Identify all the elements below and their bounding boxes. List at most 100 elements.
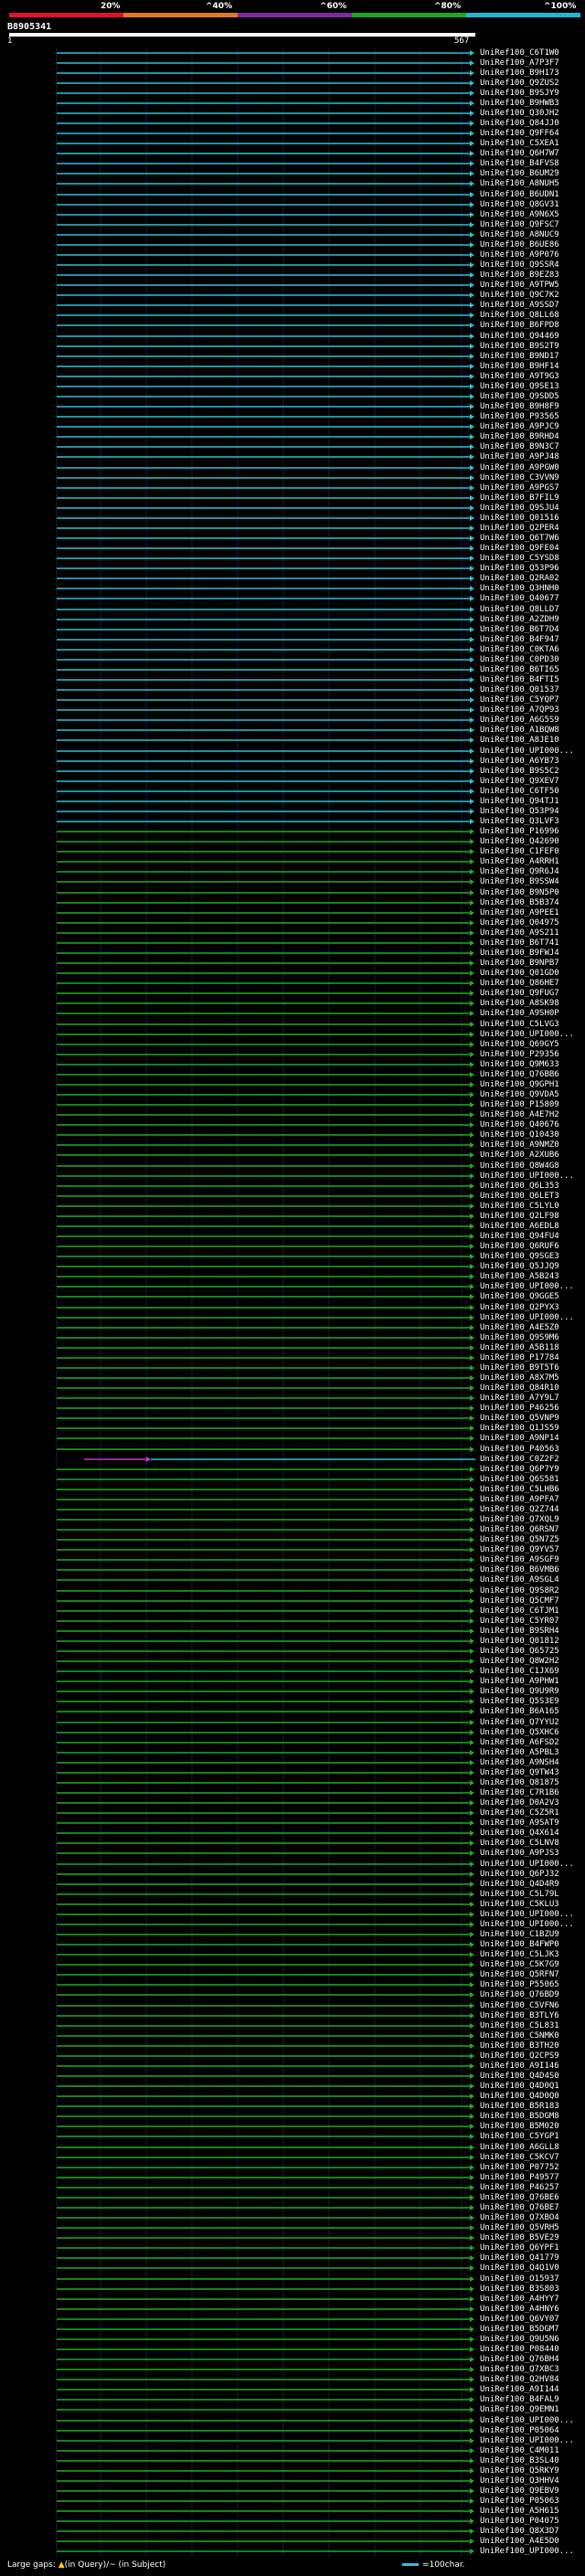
- hit-label[interactable]: UniRef100_Q9S8R2: [480, 1586, 559, 1595]
- hit-label[interactable]: UniRef100_B9S5C2: [480, 767, 559, 776]
- hit-label[interactable]: UniRef100_C7R1B6: [480, 1788, 559, 1797]
- hit-label[interactable]: UniRef100_A9SSD7: [480, 301, 559, 310]
- hit-label[interactable]: UniRef100_P49577: [480, 2173, 559, 2182]
- hit-label[interactable]: UniRef100_A8NUC9: [480, 230, 559, 239]
- hit-label[interactable]: UniRef100_Q9TW43: [480, 1768, 559, 1777]
- hit-label[interactable]: UniRef100_A9NP14: [480, 1434, 559, 1443]
- hit-label[interactable]: UniRef100_A9SGF9: [480, 1555, 559, 1564]
- hit-label[interactable]: UniRef100_A9PGW0: [480, 463, 559, 472]
- hit-label[interactable]: UniRef100_A6G5S9: [480, 716, 559, 725]
- hit-label[interactable]: UniRef100_Q40677: [480, 594, 559, 603]
- hit-label[interactable]: UniRef100_UPI000...: [480, 1030, 574, 1039]
- hit-label[interactable]: UniRef100_A9NMZ0: [480, 1140, 559, 1150]
- hit-label[interactable]: UniRef100_C0PD30: [480, 655, 559, 664]
- hit-label[interactable]: UniRef100_Q2CPS9: [480, 2051, 559, 2061]
- hit-label[interactable]: UniRef100_Q4Q1V0: [480, 2263, 559, 2273]
- hit-label[interactable]: UniRef100_B5DGM7: [480, 2325, 559, 2334]
- hit-label[interactable]: UniRef100_Q65725: [480, 1647, 559, 1656]
- hit-label[interactable]: UniRef100_Q9M633: [480, 1060, 559, 1069]
- hit-label[interactable]: UniRef100_Q2HV84: [480, 2375, 559, 2384]
- hit-label[interactable]: UniRef100_B9FWJ4: [480, 949, 559, 958]
- hit-label[interactable]: UniRef100_C1JX69: [480, 1667, 559, 1676]
- hit-label[interactable]: UniRef100_Q04975: [480, 918, 559, 928]
- hit-label[interactable]: UniRef100_B5B374: [480, 898, 559, 907]
- hit-label[interactable]: UniRef100_Q5N7Z5: [480, 1535, 559, 1544]
- hit-label[interactable]: UniRef100_C5YSD8: [480, 554, 559, 563]
- hit-label[interactable]: UniRef100_Q9GGE5: [480, 1292, 559, 1301]
- hit-label[interactable]: UniRef100_B6T741: [480, 938, 559, 948]
- hit-label[interactable]: UniRef100_A9PJC9: [480, 422, 559, 431]
- hit-label[interactable]: UniRef100_UPI000...: [480, 1920, 574, 1929]
- hit-label[interactable]: UniRef100_A6YB73: [480, 757, 559, 766]
- hit-label[interactable]: UniRef100_Q4X614: [480, 1829, 559, 1838]
- hit-label[interactable]: UniRef100_C6TJM1: [480, 1606, 559, 1616]
- hit-label[interactable]: UniRef100_Q7XBC3: [480, 2365, 559, 2374]
- hit-label[interactable]: UniRef100_A5B243: [480, 1272, 559, 1281]
- hit-label[interactable]: UniRef100_Q8W2H2: [480, 1657, 559, 1666]
- hit-label[interactable]: UniRef100_Q01537: [480, 685, 559, 694]
- hit-label[interactable]: UniRef100_P46256: [480, 1404, 559, 1413]
- hit-label[interactable]: UniRef100_Q9FE04: [480, 544, 559, 553]
- hit-label[interactable]: UniRef100_B3TLY6: [480, 2011, 559, 2020]
- hit-label[interactable]: UniRef100_A7QP93: [480, 705, 559, 715]
- hit-label[interactable]: UniRef100_A5H615: [480, 2507, 559, 2516]
- hit-label[interactable]: UniRef100_B5R183: [480, 2102, 559, 2111]
- hit-label[interactable]: UniRef100_UPI000...: [480, 2547, 574, 2556]
- hit-label[interactable]: UniRef100_Q9EMN1: [480, 2405, 559, 2414]
- hit-label[interactable]: UniRef100_Q9FF64: [480, 129, 559, 138]
- hit-label[interactable]: UniRef100_Q4D0Q1: [480, 2082, 559, 2091]
- hit-label[interactable]: UniRef100_Q8W4G8: [480, 1161, 559, 1171]
- hit-label[interactable]: UniRef100_A4E5D0: [480, 2537, 559, 2546]
- hit-label[interactable]: UniRef100_Q9C7K2: [480, 291, 559, 300]
- hit-label[interactable]: UniRef100_C0KTA6: [480, 645, 559, 654]
- hit-label[interactable]: UniRef100_A8SK98: [480, 999, 559, 1008]
- hit-label[interactable]: UniRef100_A9I146: [480, 2062, 559, 2071]
- hit-label[interactable]: UniRef100_Q4D4R9: [480, 1880, 559, 1889]
- hit-label[interactable]: UniRef100_Q4D4S0: [480, 2072, 559, 2081]
- hit-label[interactable]: UniRef100_B9S2T9: [480, 342, 559, 351]
- hit-label[interactable]: UniRef100_A6GLL8: [480, 2143, 559, 2152]
- hit-label[interactable]: UniRef100_P04075: [480, 2517, 559, 2526]
- hit-label[interactable]: UniRef100_Q9SDD5: [480, 392, 559, 401]
- hit-label[interactable]: UniRef100_B9EZ83: [480, 270, 559, 280]
- hit-label[interactable]: UniRef100_Q6RSN7: [480, 1525, 559, 1534]
- hit-label[interactable]: UniRef100_Q6P7Y9: [480, 1465, 559, 1474]
- hit-label[interactable]: UniRef100_B6UM29: [480, 169, 559, 178]
- hit-label[interactable]: UniRef100_Q01GD0: [480, 969, 559, 978]
- hit-label[interactable]: UniRef100_C5LVG3: [480, 1020, 559, 1029]
- hit-label[interactable]: UniRef100_Q94FU4: [480, 1232, 559, 1241]
- hit-label[interactable]: UniRef100_C5XEA1: [480, 139, 559, 148]
- hit-label[interactable]: UniRef100_Q41779: [480, 2253, 559, 2263]
- hit-label[interactable]: UniRef100_B5DGM8: [480, 2112, 559, 2121]
- hit-label[interactable]: UniRef100_Q6L353: [480, 1182, 559, 1191]
- hit-label[interactable]: UniRef100_B4F947: [480, 635, 559, 644]
- hit-label[interactable]: UniRef100_A9PEE1: [480, 908, 559, 917]
- hit-label[interactable]: UniRef100_Q76BE6: [480, 2193, 559, 2202]
- hit-label[interactable]: UniRef100_Q30JH2: [480, 109, 559, 118]
- hit-label[interactable]: UniRef100_A8X7M5: [480, 1373, 559, 1383]
- hit-label[interactable]: UniRef100_C0Z2F2: [480, 1455, 559, 1464]
- hit-label[interactable]: UniRef100_C5NMK0: [480, 2031, 559, 2041]
- hit-label[interactable]: UniRef100_Q1JS59: [480, 1424, 559, 1433]
- hit-label[interactable]: UniRef100_B9SJY9: [480, 89, 559, 98]
- hit-label[interactable]: UniRef100_P55065: [480, 1980, 559, 1989]
- hit-label[interactable]: UniRef100_Q9VDA5: [480, 1090, 559, 1099]
- hit-label[interactable]: UniRef100_C5KLU3: [480, 1900, 559, 1909]
- hit-label[interactable]: UniRef100_D0A2V3: [480, 1798, 559, 1807]
- hit-label[interactable]: UniRef100_A5B118: [480, 1343, 559, 1352]
- hit-label[interactable]: UniRef100_A2XUB6: [480, 1150, 559, 1160]
- hit-label[interactable]: UniRef100_Q5RFN7: [480, 1970, 559, 1979]
- hit-label[interactable]: UniRef100_C5LJK3: [480, 1950, 559, 1959]
- hit-label[interactable]: UniRef100_A9PGS7: [480, 483, 559, 493]
- hit-label[interactable]: UniRef100_B6VMB6: [480, 1565, 559, 1574]
- hit-label[interactable]: UniRef100_Q2PYX3: [480, 1303, 559, 1312]
- hit-label[interactable]: UniRef100_Q5RKY9: [480, 2466, 559, 2475]
- hit-label[interactable]: UniRef100_B6FPD8: [480, 321, 559, 330]
- hit-label[interactable]: UniRef100_B4FTI5: [480, 675, 559, 684]
- hit-label[interactable]: UniRef100_P05064: [480, 2426, 559, 2435]
- hit-label[interactable]: UniRef100_Q9GPH1: [480, 1080, 559, 1089]
- hit-label[interactable]: UniRef100_A8NUH5: [480, 179, 559, 188]
- hit-label[interactable]: UniRef100_P08440: [480, 2345, 559, 2354]
- hit-label[interactable]: UniRef100_Q9SSR4: [480, 260, 559, 270]
- hit-label[interactable]: UniRef100_Q5CMF7: [480, 1596, 559, 1606]
